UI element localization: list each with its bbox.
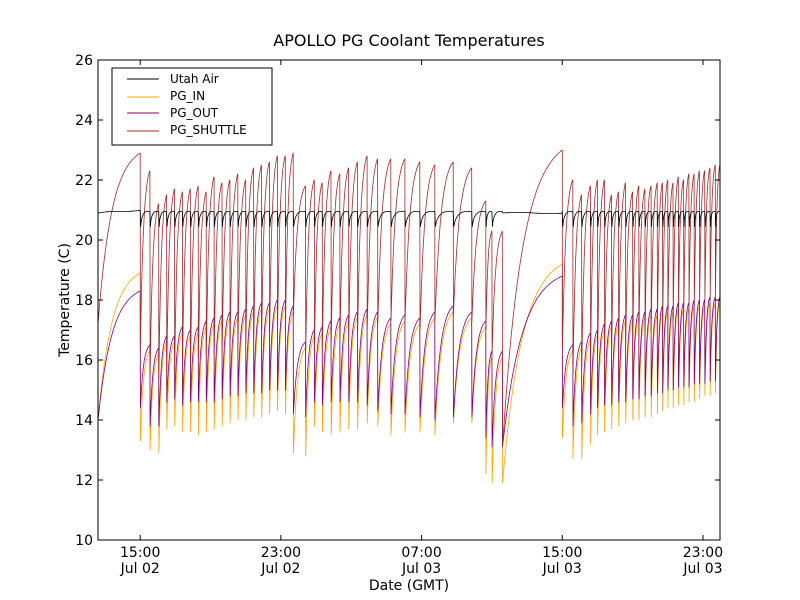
x-tick-label-date: Jul 03: [682, 561, 722, 577]
chart-title: APOLLO PG Coolant Temperatures: [273, 31, 544, 50]
x-tick-label-time: 07:00: [401, 545, 441, 561]
y-axis-label: Temperature (C): [57, 243, 73, 358]
legend-label-pg-shuttle: PG_SHUTTLE: [170, 123, 247, 137]
y-tick-label: 10: [75, 533, 93, 549]
x-tick-label-time: 15:00: [542, 545, 582, 561]
y-tick-label: 22: [75, 173, 93, 189]
y-tick-label: 24: [75, 113, 93, 129]
series-layer: [98, 149, 720, 484]
legend-label-utah-air: Utah Air: [170, 72, 219, 86]
series-utah-air-line: [98, 209, 720, 227]
x-tick-label-time: 23:00: [261, 545, 301, 561]
legend-label-pg-out: PG_OUT: [170, 106, 219, 120]
legend-frame: [111, 67, 273, 146]
x-tick-label-date: Jul 02: [260, 561, 300, 577]
legend: Utah Air PG_IN PG_OUT PG_SHUTTLE: [111, 67, 273, 146]
y-tick-label: 18: [75, 293, 93, 309]
y-tick-label: 14: [75, 413, 93, 429]
x-tick-label-time: 15:00: [120, 545, 160, 561]
series-pg-shuttle-line: [98, 149, 720, 448]
y-tick-label: 16: [75, 353, 93, 369]
y-tick-label: 12: [75, 473, 93, 489]
x-tick-label-date: Jul 02: [120, 561, 160, 577]
y-tick-label: 26: [75, 53, 93, 69]
y-tick-label: 20: [75, 233, 93, 249]
x-tick-label-time: 23:00: [683, 545, 723, 561]
x-axis-label: Date (GMT): [369, 578, 449, 594]
y-axis: 10 12 14 16 18 20 22 24 26: [75, 53, 720, 549]
legend-label-pg-in: PG_IN: [170, 89, 205, 103]
x-tick-label-date: Jul 03: [401, 561, 441, 577]
x-tick-label-date: Jul 03: [542, 561, 582, 577]
